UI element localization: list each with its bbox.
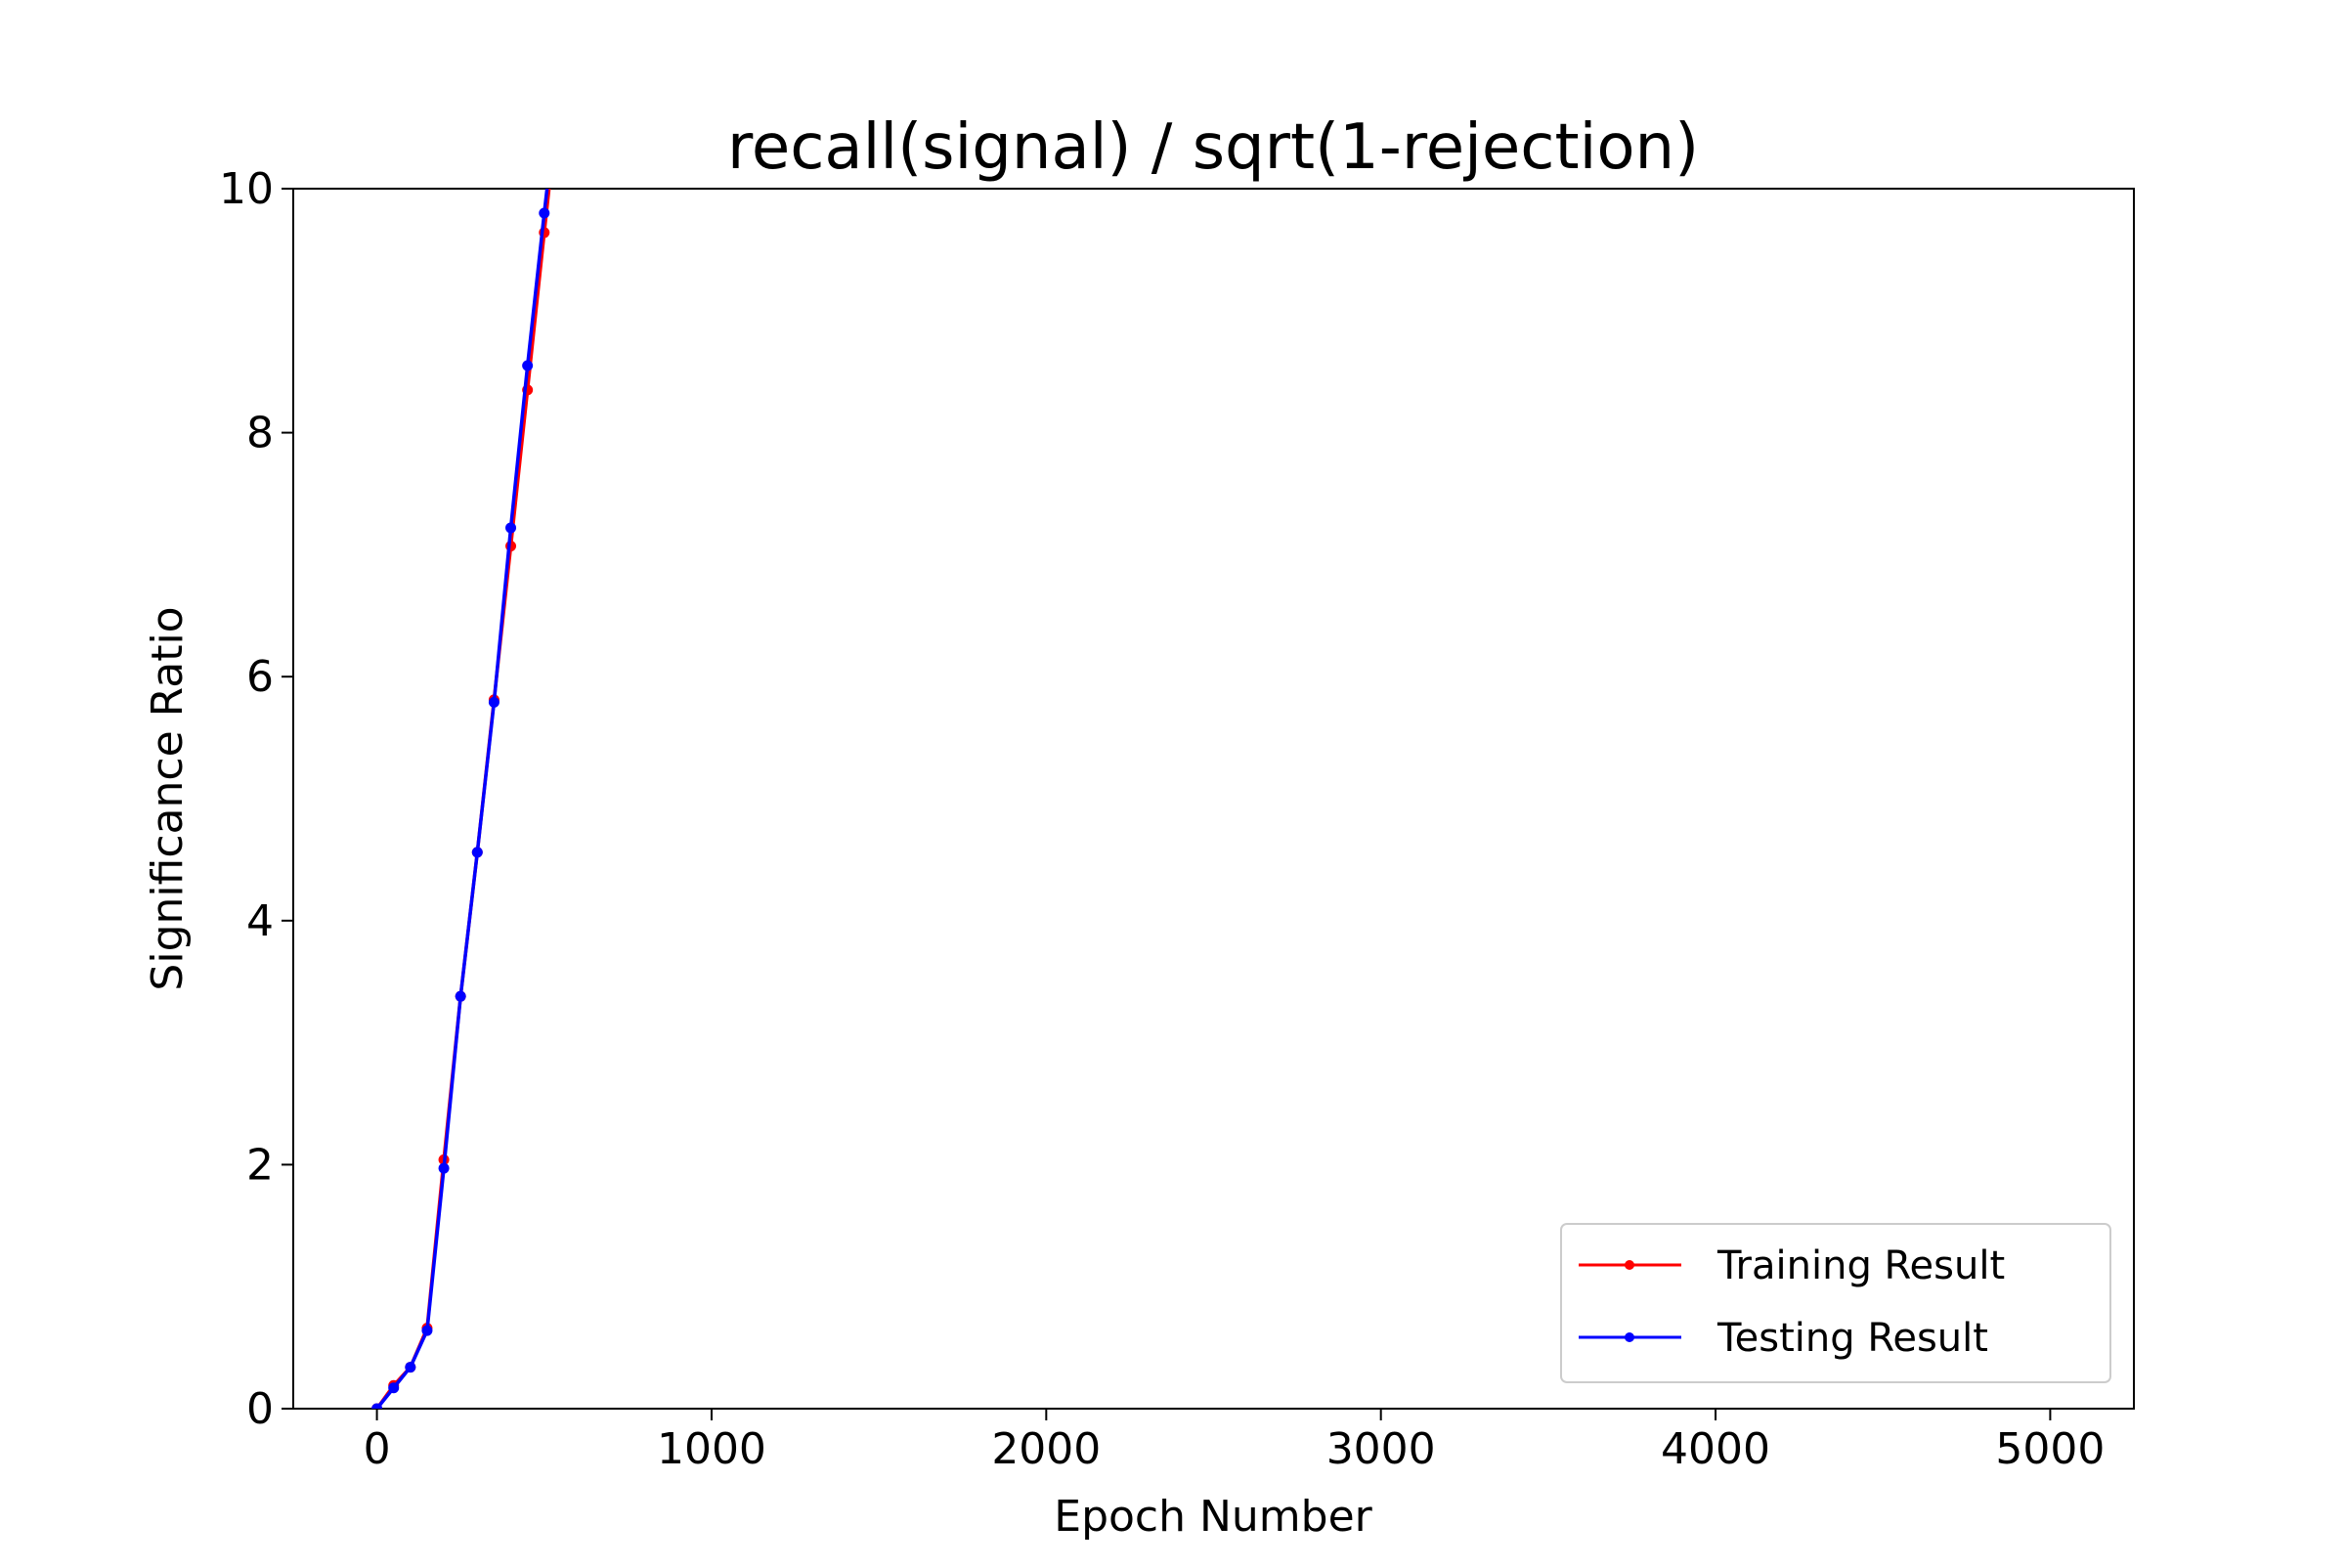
x-tick-label: 4000 bbox=[1661, 1424, 1770, 1474]
y-tick-label: 0 bbox=[246, 1384, 274, 1434]
x-tick-label: 1000 bbox=[657, 1424, 766, 1474]
y-axis: 0 2 4 6 8 10 bbox=[219, 164, 293, 1434]
x-tick-label: 5000 bbox=[1995, 1424, 2105, 1474]
data-point bbox=[438, 1162, 450, 1174]
series-line-testing-result bbox=[375, 189, 549, 1409]
series-testing-result bbox=[371, 62, 566, 1409]
legend: Training Result Testing Result bbox=[1560, 1223, 2111, 1383]
y-tick-label: 10 bbox=[219, 164, 274, 214]
data-point bbox=[488, 696, 500, 708]
y-tick-label: 2 bbox=[246, 1140, 274, 1190]
plot-frame bbox=[292, 188, 2135, 1410]
data-point bbox=[455, 990, 466, 1002]
y-tick-label: 4 bbox=[246, 896, 274, 946]
data-point bbox=[371, 1403, 383, 1409]
data-point bbox=[505, 522, 517, 534]
x-tick-label: 3000 bbox=[1326, 1424, 1436, 1474]
x-axis-label: Epoch Number bbox=[1054, 1492, 1372, 1542]
y-tick-label: 6 bbox=[246, 652, 274, 702]
series-line-training-result bbox=[375, 189, 551, 1409]
series-layer bbox=[371, 62, 566, 1409]
y-axis-label: Significance Ratio bbox=[143, 606, 193, 990]
x-tick-label: 2000 bbox=[991, 1424, 1101, 1474]
data-point bbox=[405, 1362, 416, 1373]
legend-label-testing: Testing Result bbox=[1716, 1316, 1988, 1361]
data-point bbox=[555, 73, 566, 84]
x-tick-label: 0 bbox=[364, 1424, 391, 1474]
legend-label-training: Training Result bbox=[1716, 1243, 2005, 1288]
data-point bbox=[421, 1325, 433, 1336]
legend-box bbox=[1560, 1223, 2111, 1383]
x-axis: 0 1000 2000 3000 4000 5000 bbox=[364, 1409, 2105, 1474]
y-tick-label: 8 bbox=[246, 409, 274, 458]
data-point bbox=[522, 360, 534, 371]
data-point bbox=[555, 62, 566, 72]
data-point bbox=[471, 847, 483, 858]
legend-marker-testing bbox=[1625, 1332, 1634, 1342]
data-point bbox=[539, 207, 550, 219]
chart-title: recall(signal) / sqrt(1-rejection) bbox=[727, 111, 1699, 184]
data-point bbox=[388, 1382, 400, 1394]
legend-marker-training bbox=[1625, 1260, 1634, 1270]
